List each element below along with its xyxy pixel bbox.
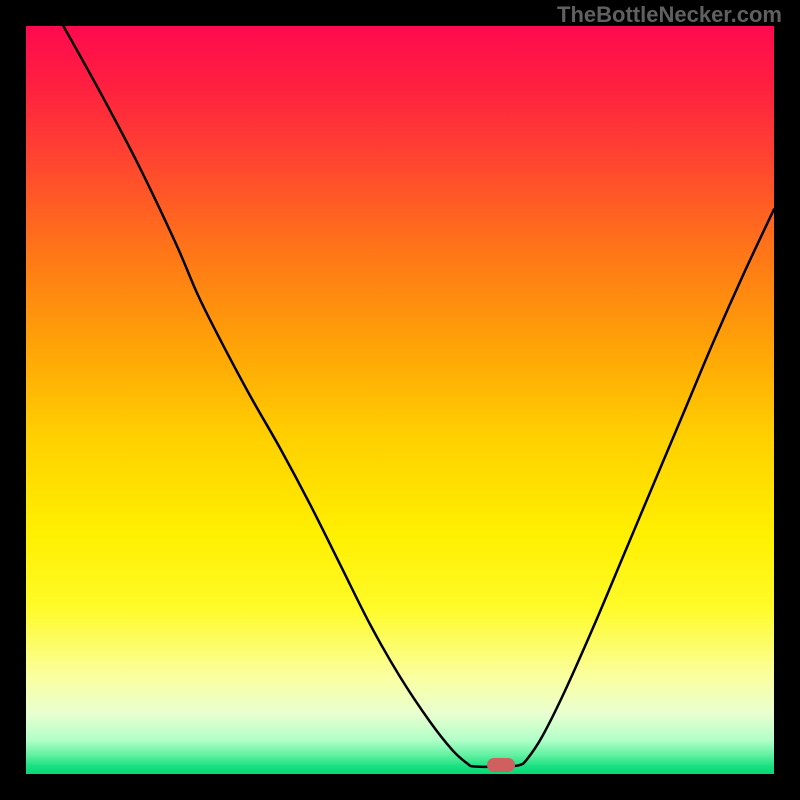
optimum-marker-pill: [487, 758, 515, 772]
chart-container: TheBottleNecker.com: [0, 0, 800, 800]
curve-layer: [26, 26, 774, 774]
optimum-marker: [487, 758, 515, 772]
plot-area: [26, 26, 774, 774]
bottleneck-curve: [63, 26, 774, 767]
watermark-label: TheBottleNecker.com: [557, 2, 782, 28]
